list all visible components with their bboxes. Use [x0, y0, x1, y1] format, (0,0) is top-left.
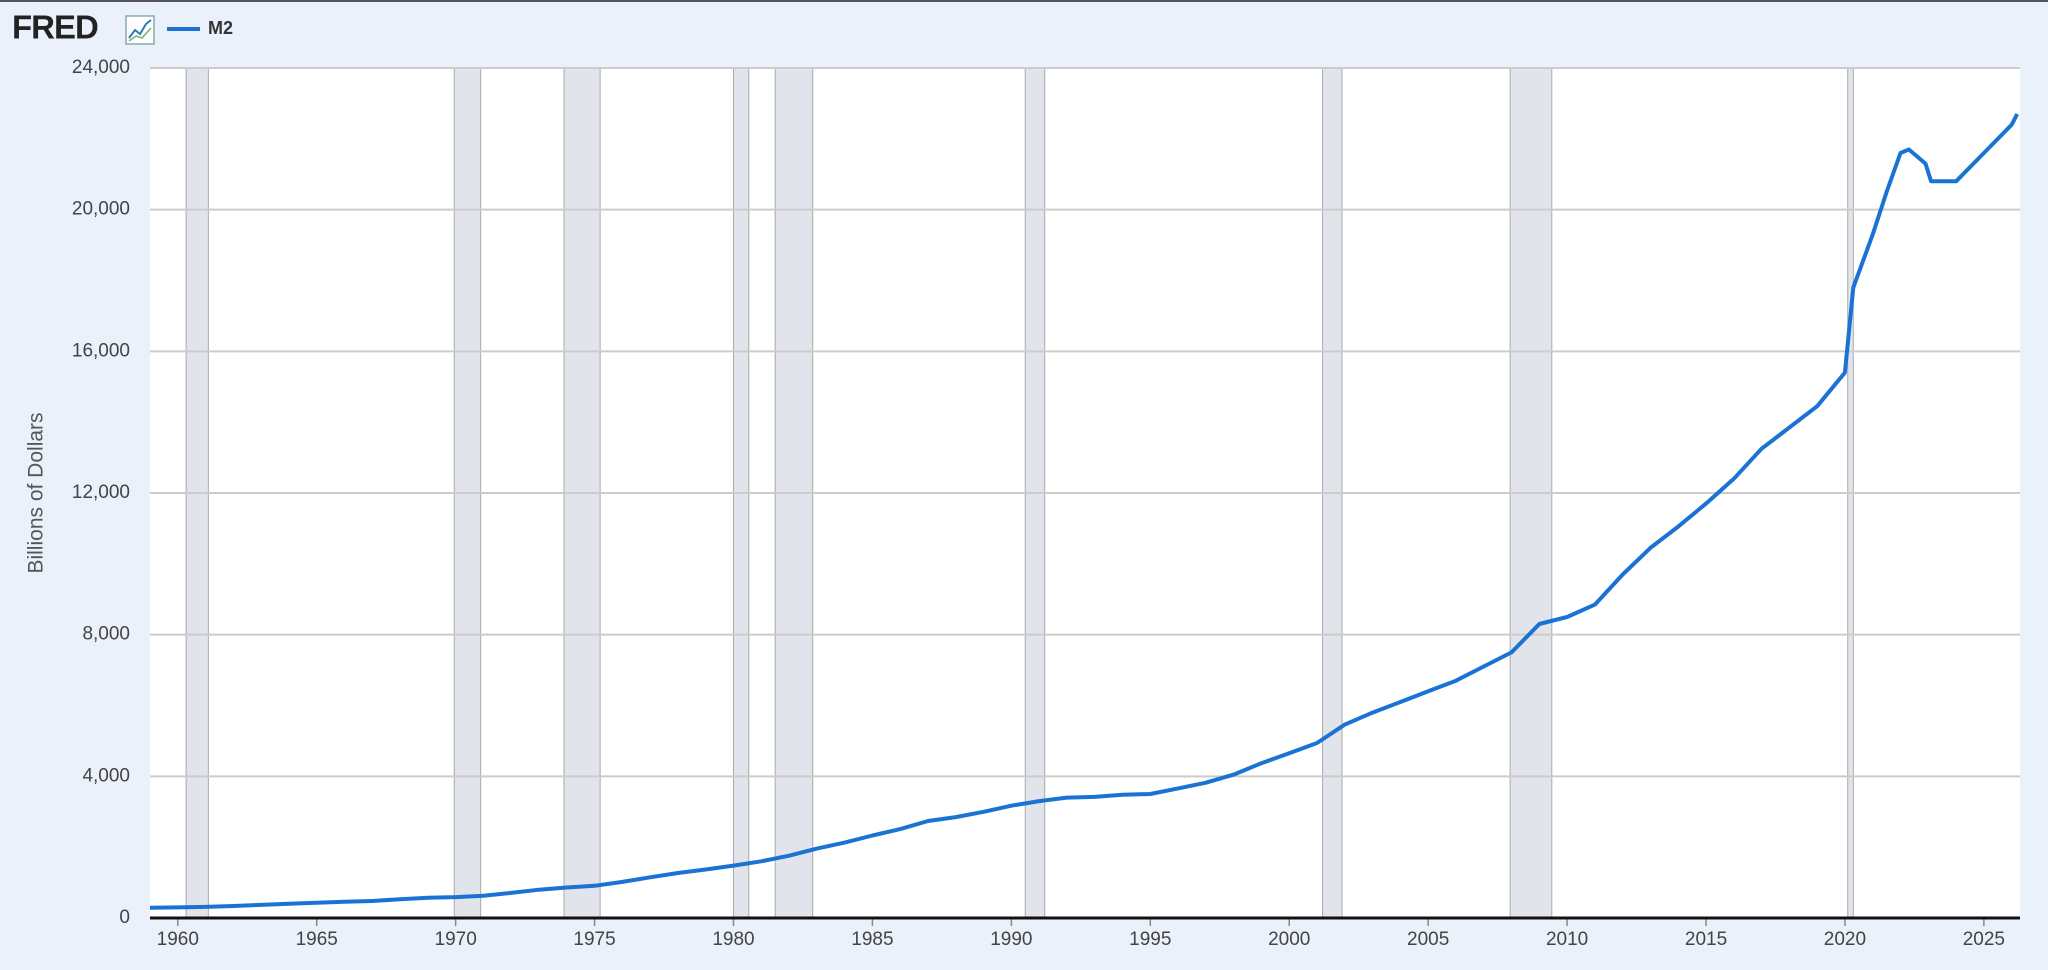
x-tick-label: 1965: [296, 929, 338, 950]
x-tick-label: 1990: [990, 929, 1032, 950]
x-tick-label: 2010: [1546, 929, 1588, 950]
top-border: [0, 0, 2048, 2]
y-tick-label: 20,000: [72, 199, 130, 220]
logo[interactable]: FRED: [12, 9, 99, 46]
x-tick-label: 2025: [1963, 929, 2005, 950]
y-tick-label: 16,000: [72, 340, 130, 361]
x-tick-label: 1960: [157, 929, 199, 950]
x-tick-label: 1980: [712, 929, 754, 950]
x-tick-label: 1985: [851, 929, 893, 950]
x-tick-label: 2000: [1268, 929, 1310, 950]
x-tick-label: 1975: [573, 929, 615, 950]
y-tick-label: 8,000: [82, 624, 130, 645]
y-tick-label: 4,000: [82, 765, 130, 786]
legend-label[interactable]: M2: [208, 18, 233, 38]
y-tick-label: 24,000: [72, 57, 130, 78]
y-axis-label: Billions of Dollars: [25, 412, 48, 573]
series-line: [149, 113, 2019, 910]
x-tick-label: 2020: [1824, 929, 1866, 950]
x-tick-label: 1995: [1129, 929, 1171, 950]
x-tick-label: 2005: [1407, 929, 1449, 950]
logo-icon: [125, 15, 155, 45]
x-tick-label: 1970: [435, 929, 477, 950]
x-tick-label: 2015: [1685, 929, 1727, 950]
y-tick-label: 12,000: [72, 482, 130, 503]
y-tick-label: 0: [119, 907, 130, 928]
